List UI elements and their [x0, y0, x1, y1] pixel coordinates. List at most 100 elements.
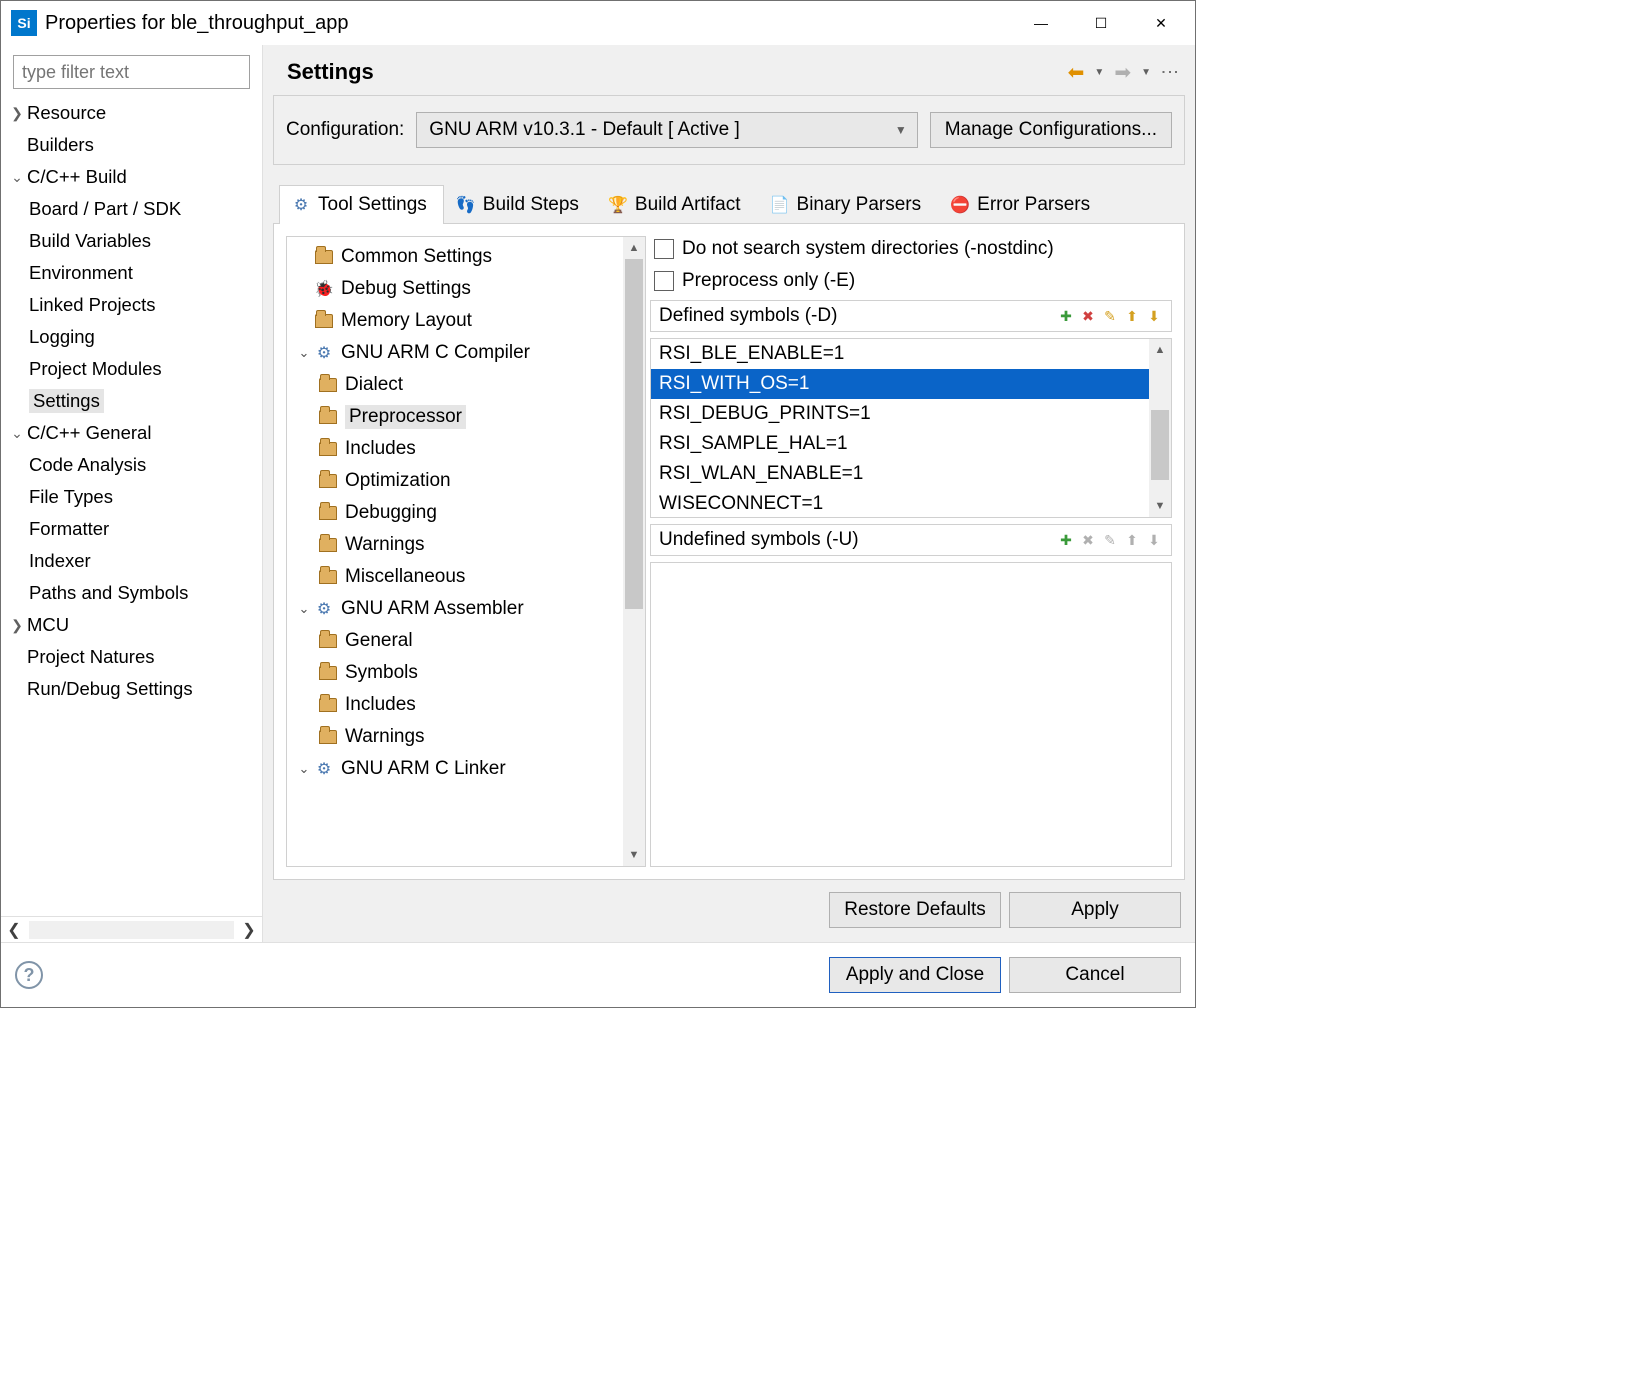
symbol-row[interactable]: WISECONNECT=1: [651, 489, 1149, 517]
nav-tree[interactable]: ❯ResourceBuilders⌄C/C++ BuildBoard / Par…: [1, 95, 262, 916]
delete-icon[interactable]: ✖: [1079, 307, 1097, 325]
nav-item-c-c-build[interactable]: ⌄C/C++ Build: [1, 161, 262, 193]
view-menu-icon[interactable]: ⋮: [1161, 63, 1179, 81]
move-up-icon[interactable]: ⬆: [1123, 531, 1141, 549]
cancel-button[interactable]: Cancel: [1009, 957, 1181, 993]
tool-tree-item-debugging[interactable]: Debugging: [287, 497, 623, 529]
tool-tree-item-common-settings[interactable]: Common Settings: [287, 241, 623, 273]
tool-tree-item-dialect[interactable]: Dialect: [287, 369, 623, 401]
symbol-row[interactable]: RSI_DEBUG_PRINTS=1: [651, 399, 1149, 429]
tab-build-steps[interactable]: 👣Build Steps: [444, 185, 596, 224]
apply-and-close-button[interactable]: Apply and Close: [829, 957, 1001, 993]
tool-tree-item-warnings[interactable]: Warnings: [287, 529, 623, 561]
configuration-select[interactable]: GNU ARM v10.3.1 - Default [ Active ] ▼: [416, 112, 917, 148]
nav-item-mcu[interactable]: ❯MCU: [1, 609, 262, 641]
maximize-button[interactable]: ☐: [1071, 3, 1131, 43]
nav-item-run-debug-settings[interactable]: Run/Debug Settings: [1, 673, 262, 705]
move-down-icon[interactable]: ⬇: [1145, 531, 1163, 549]
restore-defaults-button[interactable]: Restore Defaults: [829, 892, 1001, 928]
expand-icon[interactable]: ⌄: [295, 601, 313, 617]
edit-icon[interactable]: ✎: [1101, 307, 1119, 325]
tab-error-parsers[interactable]: ⛔Error Parsers: [938, 185, 1107, 224]
tool-tree[interactable]: Common Settings🐞Debug SettingsMemory Lay…: [287, 237, 623, 866]
tool-tree-item-symbols[interactable]: Symbols: [287, 657, 623, 689]
tool-tree-item-gnu-arm-c-linker[interactable]: ⌄⚙GNU ARM C Linker: [287, 753, 623, 785]
tool-tree-item-optimization[interactable]: Optimization: [287, 465, 623, 497]
tool-tree-item-debug-settings[interactable]: 🐞Debug Settings: [287, 273, 623, 305]
nav-item-paths-and-symbols[interactable]: Paths and Symbols: [1, 577, 262, 609]
tab-binary-parsers[interactable]: 📄Binary Parsers: [758, 185, 939, 224]
nav-item-code-analysis[interactable]: Code Analysis: [1, 449, 262, 481]
symbol-row[interactable]: RSI_BLE_ENABLE=1: [651, 339, 1149, 369]
tool-tree-item-includes[interactable]: Includes: [287, 689, 623, 721]
preprocess-only-checkbox[interactable]: [654, 271, 674, 291]
undefined-symbols-list[interactable]: [650, 562, 1172, 867]
scroll-thumb[interactable]: [625, 259, 643, 609]
scroll-up-icon[interactable]: ▲: [1149, 339, 1171, 361]
sidebar-hscroll[interactable]: ❮ ❯: [1, 916, 262, 942]
nav-item-logging[interactable]: Logging: [1, 321, 262, 353]
add-icon[interactable]: ✚: [1057, 307, 1075, 325]
scroll-thumb[interactable]: [1151, 410, 1169, 480]
nav-item-builders[interactable]: Builders: [1, 129, 262, 161]
nostdinc-checkbox[interactable]: [654, 239, 674, 259]
scroll-up-icon[interactable]: ▲: [623, 237, 645, 259]
nostdinc-row[interactable]: Do not search system directories (-nostd…: [650, 236, 1172, 262]
symbol-row[interactable]: RSI_WLAN_ENABLE=1: [651, 459, 1149, 489]
scroll-down-icon[interactable]: ▼: [1149, 495, 1171, 517]
symbol-row[interactable]: RSI_WITH_OS=1: [651, 369, 1149, 399]
tool-tree-item-general[interactable]: General: [287, 625, 623, 657]
nav-item-indexer[interactable]: Indexer: [1, 545, 262, 577]
filter-input[interactable]: [13, 55, 250, 89]
nav-item-project-natures[interactable]: Project Natures: [1, 641, 262, 673]
nav-back-icon[interactable]: ⬅: [1068, 60, 1085, 85]
scroll-right-icon[interactable]: ❯: [236, 920, 262, 940]
nav-item-file-types[interactable]: File Types: [1, 481, 262, 513]
nav-forward-icon[interactable]: ➡: [1114, 60, 1131, 85]
nav-item-linked-projects[interactable]: Linked Projects: [1, 289, 262, 321]
tab-build-artifact[interactable]: 🏆Build Artifact: [596, 185, 758, 224]
minimize-button[interactable]: —: [1011, 3, 1071, 43]
move-up-icon[interactable]: ⬆: [1123, 307, 1141, 325]
nav-forward-menu-icon[interactable]: ▼: [1141, 67, 1151, 78]
tool-tree-item-includes[interactable]: Includes: [287, 433, 623, 465]
add-icon[interactable]: ✚: [1057, 531, 1075, 549]
expand-icon[interactable]: ❯: [7, 617, 27, 634]
delete-icon[interactable]: ✖: [1079, 531, 1097, 549]
move-down-icon[interactable]: ⬇: [1145, 307, 1163, 325]
nav-item-resource[interactable]: ❯Resource: [1, 97, 262, 129]
expand-icon[interactable]: ⌄: [7, 425, 27, 442]
expand-icon[interactable]: ⌄: [7, 169, 27, 186]
help-icon[interactable]: ?: [15, 961, 43, 989]
scroll-track[interactable]: [29, 921, 234, 939]
nav-item-c-c-general[interactable]: ⌄C/C++ General: [1, 417, 262, 449]
defined-symbols-list[interactable]: RSI_BLE_ENABLE=1RSI_WITH_OS=1RSI_DEBUG_P…: [650, 338, 1172, 518]
symbol-row[interactable]: RSI_SAMPLE_HAL=1: [651, 429, 1149, 459]
tab-tool-settings[interactable]: ⚙Tool Settings: [279, 185, 444, 224]
expand-icon[interactable]: ⌄: [295, 761, 313, 777]
preprocess-only-row[interactable]: Preprocess only (-E): [650, 268, 1172, 294]
tool-tree-item-preprocessor[interactable]: Preprocessor: [287, 401, 623, 433]
nav-item-environment[interactable]: Environment: [1, 257, 262, 289]
nav-back-menu-icon[interactable]: ▼: [1094, 67, 1104, 78]
apply-button[interactable]: Apply: [1009, 892, 1181, 928]
nav-item-formatter[interactable]: Formatter: [1, 513, 262, 545]
nav-item-build-variables[interactable]: Build Variables: [1, 225, 262, 257]
tool-tree-item-memory-layout[interactable]: Memory Layout: [287, 305, 623, 337]
tool-tree-item-gnu-arm-c-compiler[interactable]: ⌄⚙GNU ARM C Compiler: [287, 337, 623, 369]
nav-item-project-modules[interactable]: Project Modules: [1, 353, 262, 385]
close-button[interactable]: ✕: [1131, 3, 1191, 43]
scroll-down-icon[interactable]: ▼: [623, 844, 645, 866]
manage-configurations-button[interactable]: Manage Configurations...: [930, 112, 1172, 148]
scroll-left-icon[interactable]: ❮: [1, 920, 27, 940]
nav-item-settings[interactable]: Settings: [1, 385, 262, 417]
tool-tree-item-gnu-arm-assembler[interactable]: ⌄⚙GNU ARM Assembler: [287, 593, 623, 625]
tool-tree-item-miscellaneous[interactable]: Miscellaneous: [287, 561, 623, 593]
expand-icon[interactable]: ⌄: [295, 345, 313, 361]
expand-icon[interactable]: ❯: [7, 105, 27, 122]
tool-tree-item-warnings[interactable]: Warnings: [287, 721, 623, 753]
edit-icon[interactable]: ✎: [1101, 531, 1119, 549]
defined-list-scrollbar[interactable]: ▲ ▼: [1149, 339, 1171, 517]
nav-item-board-part-sdk[interactable]: Board / Part / SDK: [1, 193, 262, 225]
tool-tree-scrollbar[interactable]: ▲ ▼: [623, 237, 645, 866]
